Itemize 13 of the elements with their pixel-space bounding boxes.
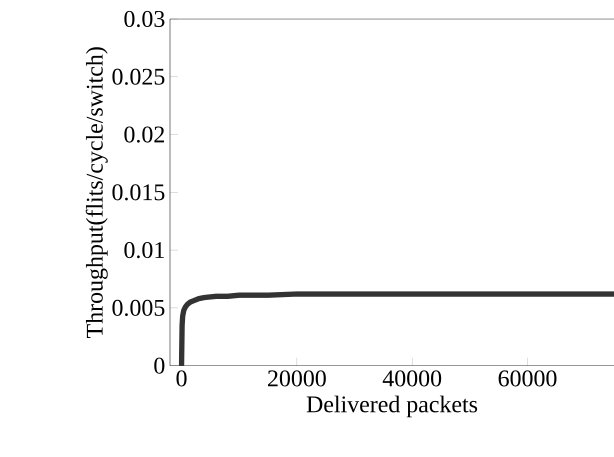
y-tick-label: 0 [154,358,164,374]
x-tick-label: 20000 [268,370,326,386]
y-tick-label: 0.03 [124,10,164,28]
x-axis-title: Delivered packets [306,396,478,418]
x-tick-label: 0 [176,370,187,386]
y-tick-label: 0.005 [112,300,164,316]
y-axis-title: Throughput(flits/cycle/switch) [86,47,108,338]
x-tick-label: 60000 [498,370,556,386]
y-tick-label: 0.025 [112,68,164,85]
x-tick-label: 40000 [382,370,442,386]
y-tick-label: 0.01 [124,242,164,258]
y-tick-label: 0.02 [124,126,164,143]
y-tick-label: 0.015 [112,184,164,200]
